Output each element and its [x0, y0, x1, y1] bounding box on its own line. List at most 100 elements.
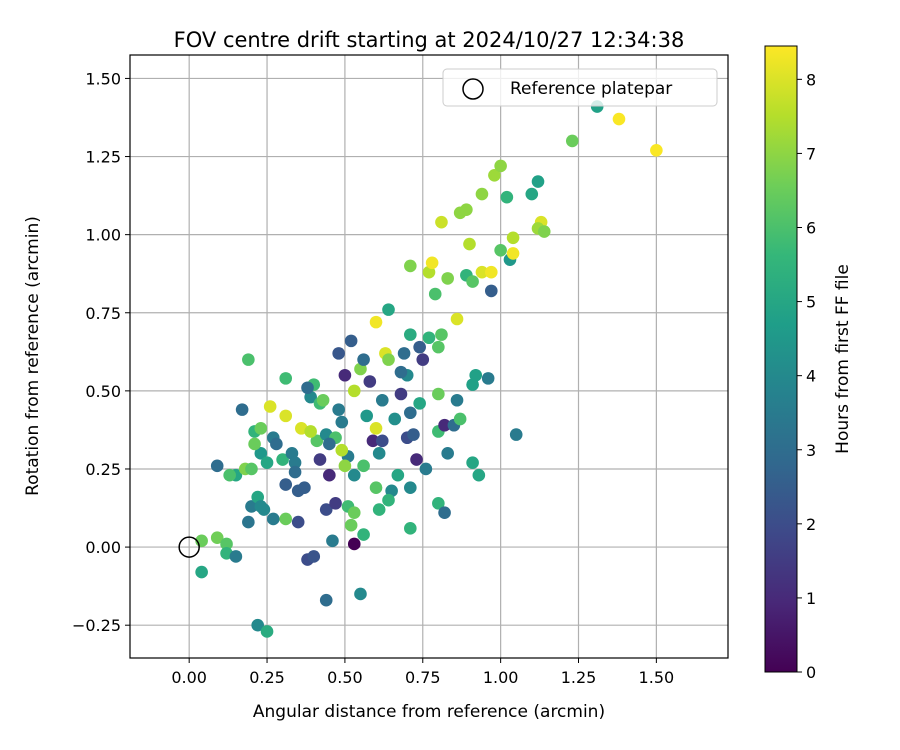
data-point: [357, 353, 370, 366]
data-point: [419, 462, 433, 476]
data-point: [404, 406, 417, 420]
grid-lines: [130, 55, 728, 658]
data-point: [363, 375, 377, 388]
x-axis-label: Angular distance from reference (arcmin): [253, 702, 605, 722]
data-point: [338, 459, 352, 473]
data-point: [466, 456, 479, 470]
data-point: [263, 400, 277, 413]
data-point: [391, 468, 405, 482]
data-point: [229, 550, 243, 563]
data-point: [466, 275, 479, 288]
data-point: [509, 428, 523, 441]
data-point: [382, 493, 395, 507]
y-tick-label: 1.50: [85, 69, 121, 88]
x-tick-label: 0.25: [249, 668, 285, 687]
data-point: [326, 534, 339, 548]
data-point: [347, 537, 361, 551]
data-point: [344, 334, 358, 348]
data-point: [388, 412, 402, 426]
colorbar-tick-label: 8: [806, 70, 816, 89]
data-point: [650, 143, 663, 157]
data-point: [394, 387, 408, 401]
data-point: [245, 500, 258, 513]
y-tick-label: 0.75: [85, 304, 121, 323]
data-point: [279, 478, 293, 491]
data-point: [304, 425, 317, 438]
data-point: [432, 340, 445, 354]
y-tick-label: 1.25: [85, 148, 121, 167]
data-point: [360, 409, 374, 423]
data-point: [254, 422, 268, 435]
colorbar-tick-label: 6: [806, 219, 816, 238]
data-point: [460, 203, 473, 216]
data-point: [372, 503, 386, 516]
data-point: [375, 393, 389, 407]
data-point: [500, 190, 514, 204]
data-point: [506, 247, 520, 260]
data-point: [432, 387, 445, 401]
data-point: [475, 187, 489, 201]
colorbar: [764, 45, 798, 673]
colorbar-tick-label: 7: [806, 144, 816, 163]
data-point: [195, 565, 208, 579]
data-point: [210, 459, 224, 473]
data-point: [450, 312, 464, 326]
x-tick-label: 1.00: [483, 668, 519, 687]
x-tick-label: 1.25: [561, 668, 597, 687]
data-point: [382, 353, 395, 366]
data-point: [248, 437, 261, 451]
data-point: [335, 443, 349, 457]
data-point: [323, 468, 336, 482]
colorbar-tick-label: 1: [806, 589, 816, 608]
data-point: [404, 259, 417, 273]
data-point: [488, 168, 501, 182]
colorbar-tick-label: 3: [806, 441, 816, 460]
data-point: [425, 256, 439, 270]
data-point: [347, 506, 361, 520]
data-point: [494, 243, 507, 257]
x-tick-label: 0.75: [405, 668, 441, 687]
data-point: [210, 531, 224, 545]
data-point: [279, 372, 293, 385]
data-point: [375, 434, 389, 448]
data-point: [298, 481, 311, 495]
chart-title: FOV centre drift starting at 2024/10/27 …: [174, 28, 685, 52]
data-point: [506, 231, 520, 245]
data-point: [254, 447, 268, 460]
x-axis-ticks: 0.00 0.25 0.50 0.75 1.00 1.25 1.50: [171, 658, 674, 687]
data-point: [422, 331, 436, 345]
colorbar-tick-label: 5: [806, 293, 816, 312]
data-point: [404, 522, 417, 535]
colorbar-tick-label: 4: [806, 367, 816, 386]
data-point: [441, 272, 454, 285]
data-point: [475, 265, 489, 279]
data-point: [254, 500, 268, 513]
data-point: [481, 372, 495, 385]
data-point: [453, 412, 467, 426]
data-point: [410, 453, 423, 466]
data-point: [242, 515, 255, 529]
data-point: [235, 403, 249, 416]
data-point: [344, 518, 358, 532]
data-point: [435, 215, 448, 229]
data-point: [435, 328, 448, 341]
data-point: [288, 456, 302, 470]
y-tick-label: −0.25: [72, 616, 121, 635]
data-point: [316, 393, 330, 407]
x-tick-label: 0.50: [327, 668, 363, 687]
legend-entry-label: Reference platepar: [510, 79, 672, 99]
data-point: [484, 284, 498, 298]
y-tick-label: 0.25: [85, 460, 121, 479]
data-point: [612, 112, 626, 126]
data-point: [338, 368, 352, 382]
data-point: [404, 328, 417, 341]
data-point: [332, 347, 345, 360]
data-point: [223, 468, 236, 482]
data-point: [565, 134, 579, 148]
data-point: [404, 481, 417, 495]
data-point: [525, 187, 539, 201]
data-point: [276, 453, 289, 466]
data-point: [494, 159, 507, 173]
data-point: [323, 437, 336, 451]
